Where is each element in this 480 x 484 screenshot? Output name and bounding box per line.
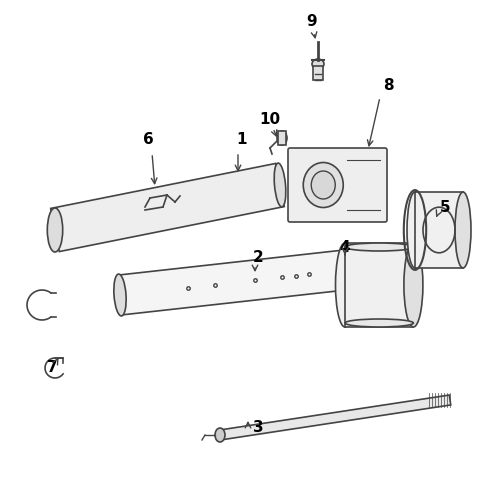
Ellipse shape [407, 192, 423, 268]
Text: 9: 9 [307, 15, 317, 30]
Polygon shape [118, 245, 392, 315]
Bar [313, 66, 323, 80]
FancyBboxPatch shape [288, 148, 387, 222]
Text: 2: 2 [252, 251, 264, 266]
Ellipse shape [312, 59, 324, 69]
Text: 7: 7 [47, 361, 57, 376]
Ellipse shape [455, 192, 471, 268]
Bar [345, 243, 413, 327]
Ellipse shape [311, 171, 335, 199]
Ellipse shape [345, 243, 413, 251]
Polygon shape [219, 395, 451, 440]
Ellipse shape [345, 319, 413, 327]
Polygon shape [51, 164, 284, 252]
Bar [415, 192, 463, 268]
Text: 3: 3 [252, 421, 264, 436]
Ellipse shape [114, 274, 126, 316]
Text: 8: 8 [383, 77, 393, 92]
Ellipse shape [215, 428, 225, 442]
Ellipse shape [274, 163, 286, 207]
Text: 6: 6 [143, 133, 154, 148]
Ellipse shape [336, 243, 355, 327]
Ellipse shape [48, 208, 63, 252]
Text: 1: 1 [237, 133, 247, 148]
Ellipse shape [404, 243, 423, 327]
Text: 4: 4 [340, 241, 350, 256]
Text: 5: 5 [440, 200, 450, 215]
Ellipse shape [303, 163, 343, 208]
Bar [278, 131, 286, 145]
Text: 10: 10 [259, 112, 281, 127]
Ellipse shape [277, 131, 287, 145]
